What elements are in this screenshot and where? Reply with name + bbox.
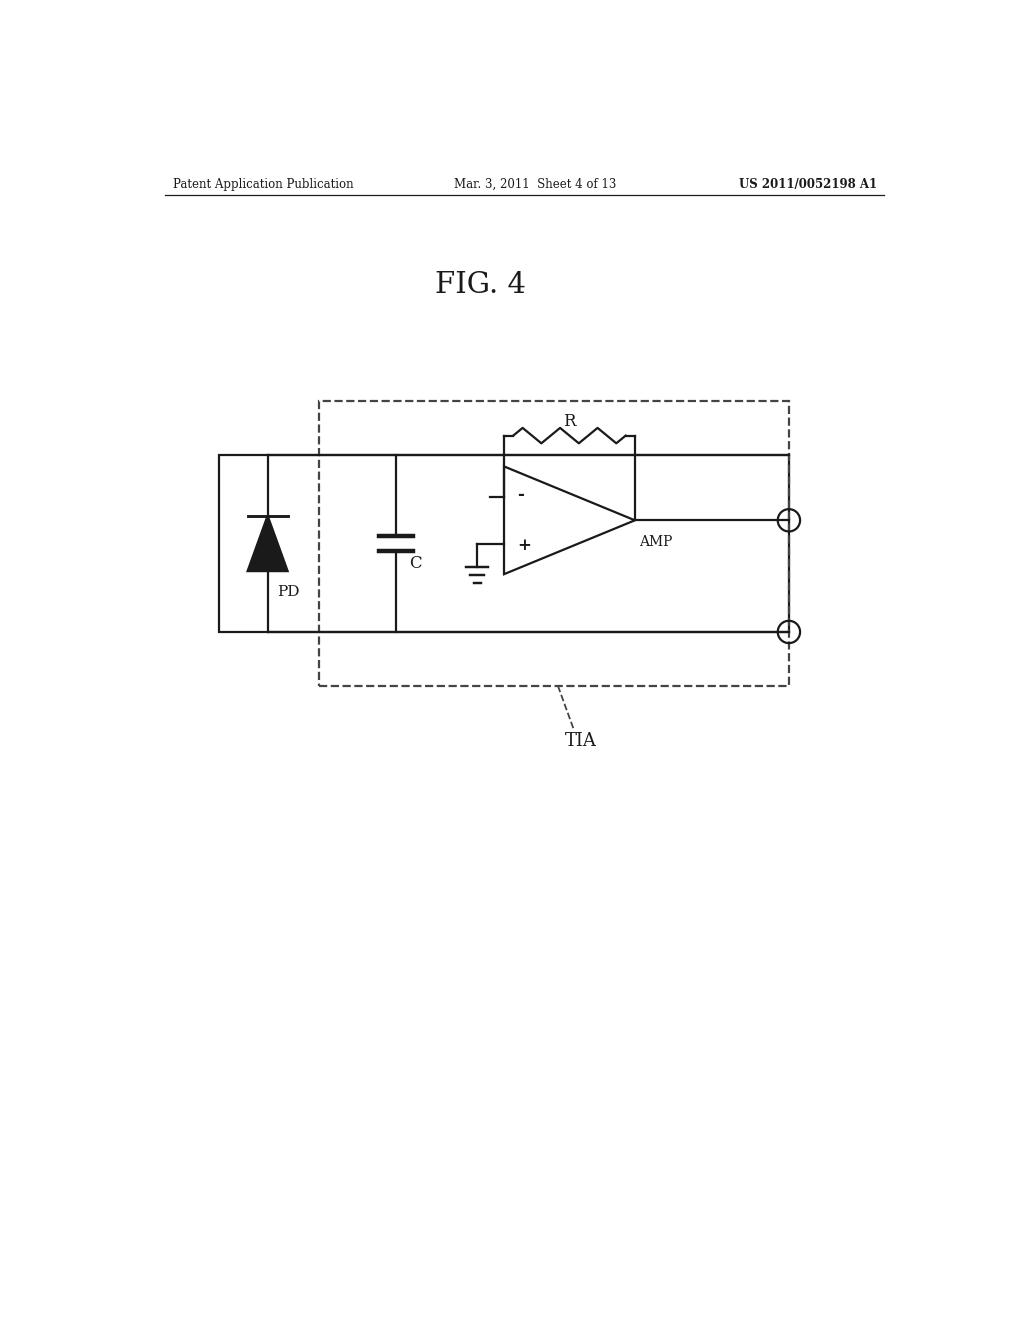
Text: R: R xyxy=(563,413,575,430)
Text: FIG. 4: FIG. 4 xyxy=(435,272,526,300)
Text: C: C xyxy=(410,554,422,572)
Text: US 2011/0052198 A1: US 2011/0052198 A1 xyxy=(739,178,878,190)
Text: Patent Application Publication: Patent Application Publication xyxy=(173,178,353,190)
Text: -: - xyxy=(517,486,524,503)
Text: AMP: AMP xyxy=(639,535,672,549)
Text: +: + xyxy=(517,537,531,554)
Polygon shape xyxy=(248,516,288,572)
Text: TIA: TIA xyxy=(565,733,597,750)
Text: PD: PD xyxy=(276,585,299,599)
Text: Mar. 3, 2011  Sheet 4 of 13: Mar. 3, 2011 Sheet 4 of 13 xyxy=(454,178,616,190)
